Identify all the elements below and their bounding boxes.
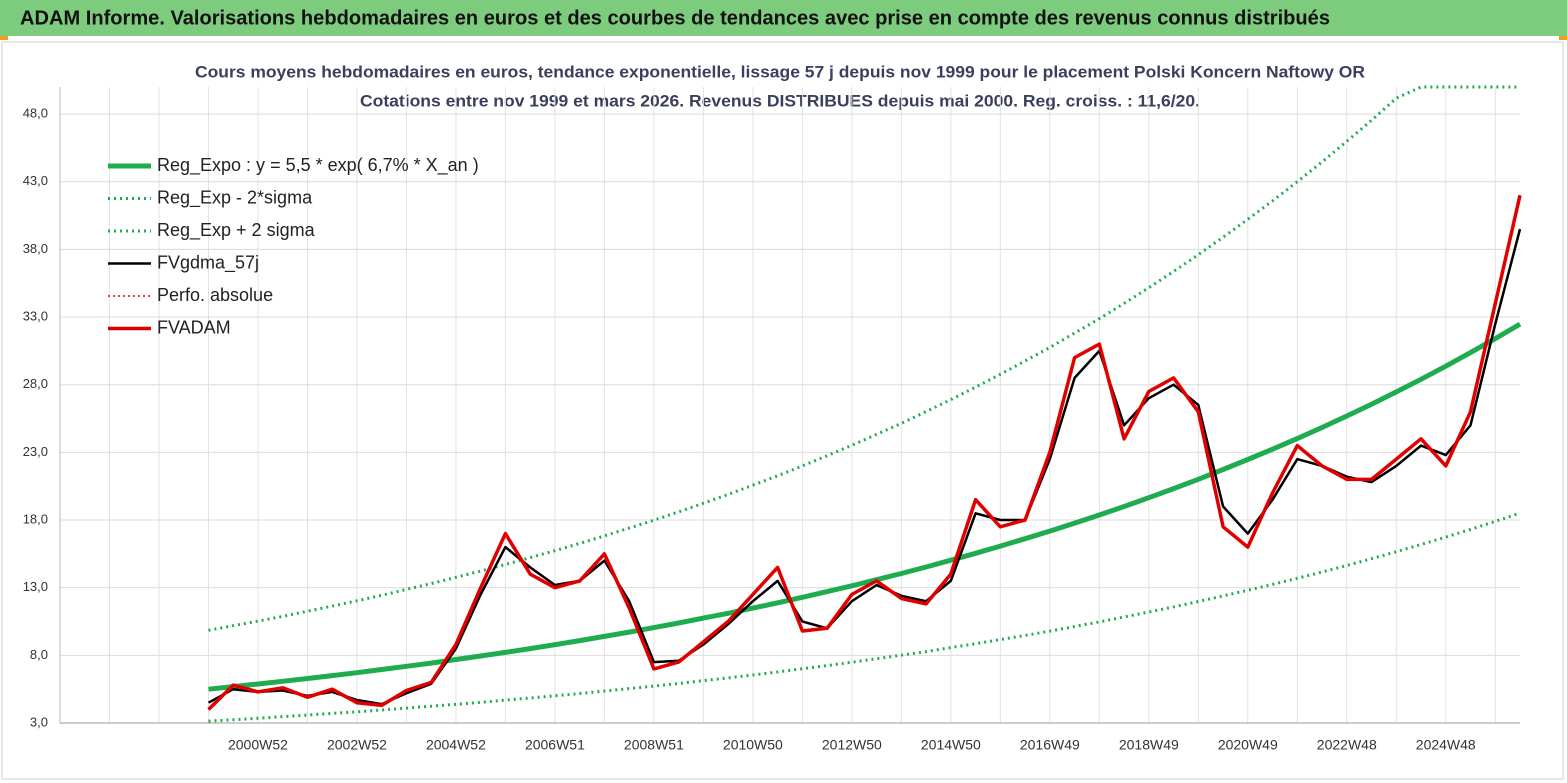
y-tick-label: 23,0 bbox=[23, 444, 48, 459]
corner-mark bbox=[0, 36, 8, 40]
x-tick-label: 2000W52 bbox=[228, 737, 288, 753]
series-line bbox=[208, 321, 1522, 692]
legend-label: Reg_Exp - 2*sigma bbox=[157, 187, 313, 208]
y-tick-label: 48,0 bbox=[23, 106, 48, 121]
y-tick-label: 43,0 bbox=[23, 173, 48, 188]
x-tick-label: 2014W50 bbox=[921, 737, 981, 753]
x-tick-label: 2004W52 bbox=[426, 737, 486, 753]
x-tick-label: 2020W49 bbox=[1218, 737, 1278, 753]
x-tick-label: 2008W51 bbox=[624, 737, 684, 753]
legend-label: Perfo. absolue bbox=[157, 285, 273, 305]
x-tick-label: 2018W49 bbox=[1119, 737, 1179, 753]
title-bar bbox=[0, 0, 1567, 36]
y-tick-label: 18,0 bbox=[23, 511, 48, 526]
series-line bbox=[208, 85, 1520, 632]
y-tick-label: 13,0 bbox=[23, 579, 48, 594]
page-title: ADAM Informe. Valorisations hebdomadaire… bbox=[20, 7, 1330, 29]
x-tick-label: 2006W51 bbox=[525, 737, 585, 753]
x-tick-label: 2010W50 bbox=[723, 737, 783, 753]
chart-title: Cours moyens hebdomadaires en euros, ten… bbox=[195, 62, 1365, 81]
x-tick-label: 2012W50 bbox=[822, 737, 882, 753]
y-tick-label: 33,0 bbox=[23, 308, 48, 323]
chart-subtitle: Cotations entre nov 1999 et mars 2026. R… bbox=[360, 91, 1200, 110]
y-tick-label: 3,0 bbox=[30, 714, 48, 729]
x-tick-label: 2022W48 bbox=[1317, 737, 1377, 753]
legend-label: Reg_Exp + 2 sigma bbox=[157, 220, 316, 241]
x-tick-label: 2002W52 bbox=[327, 737, 387, 753]
corner-mark bbox=[1559, 36, 1567, 40]
legend-label: FVgdma_57j bbox=[157, 252, 259, 273]
legend-label: Reg_Expo : y = 5,5 * exp( 6,7% * X_an ) bbox=[157, 155, 479, 176]
legend-label: FVADAM bbox=[157, 317, 231, 337]
x-tick-label: 2024W48 bbox=[1416, 737, 1476, 753]
chart-border bbox=[1, 41, 1564, 780]
y-tick-label: 28,0 bbox=[23, 376, 48, 391]
y-tick-label: 38,0 bbox=[23, 241, 48, 256]
y-tick-label: 8,0 bbox=[30, 647, 48, 662]
x-tick-label: 2016W49 bbox=[1020, 737, 1080, 753]
series-line bbox=[207, 194, 1522, 711]
